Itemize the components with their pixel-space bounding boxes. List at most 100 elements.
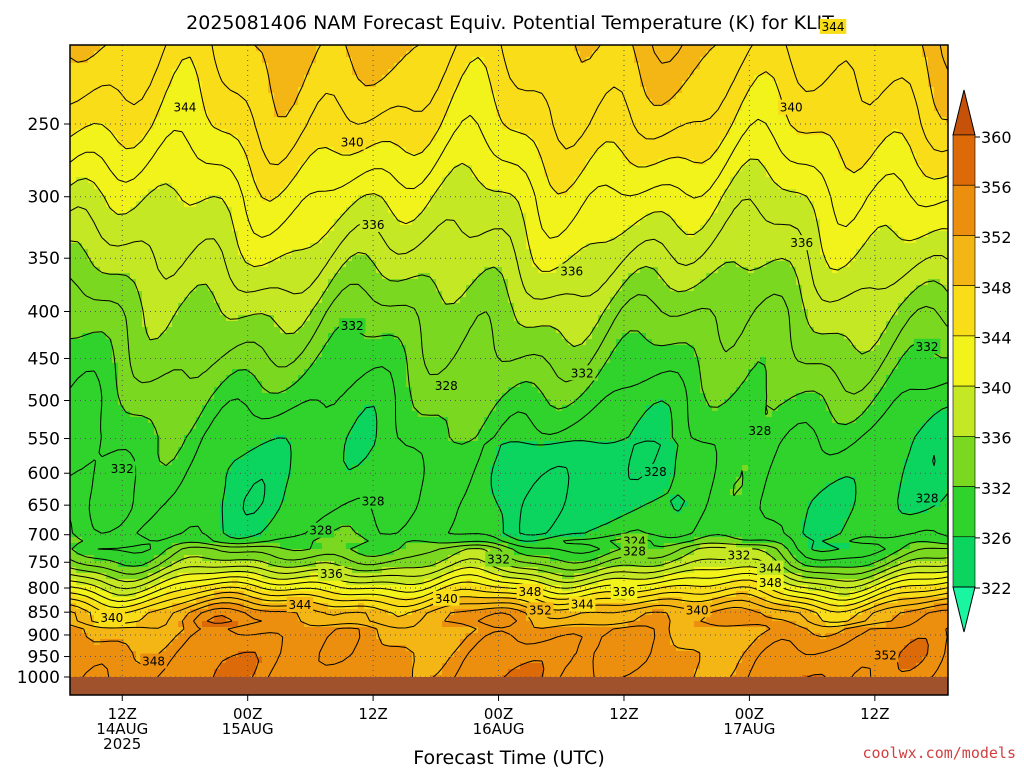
field-cell [766,153,773,160]
field-cell [490,81,497,88]
field-cell [316,141,323,148]
field-cell [814,195,821,202]
field-cell [646,123,653,130]
field-cell [904,129,911,136]
field-cell [742,195,749,202]
field-cell [922,135,929,142]
field-cell [364,177,371,184]
field-cell [304,99,311,106]
field-cell [748,135,755,142]
field-cell [652,111,659,118]
field-cell [274,243,281,250]
field-cell [160,213,167,220]
field-cell [418,153,425,160]
field-cell [874,171,881,178]
field-cell [784,57,791,64]
field-cell [802,105,809,112]
field-cell [382,123,389,130]
field-cell [148,99,155,106]
field-cell [946,93,948,100]
field-cell [886,189,893,196]
field-cell [442,243,449,250]
field-cell [886,63,893,70]
field-cell [736,243,743,250]
field-cell [196,129,203,136]
field-cell [472,165,479,172]
field-cell [562,51,569,58]
field-cell [430,213,437,220]
field-cell [220,231,227,238]
field-cell [622,51,629,58]
field-cell [946,231,948,238]
field-cell [928,117,935,124]
field-cell [70,243,77,250]
field-cell [550,45,557,52]
field-cell [178,159,185,166]
field-cell [154,57,161,64]
field-cell [820,243,827,250]
field-cell [334,135,341,142]
field-cell [676,93,683,100]
field-cell [394,219,401,226]
field-cell [838,237,845,244]
field-cell [424,189,431,196]
field-cell [274,153,281,160]
field-cell [502,195,509,202]
field-cell [808,93,815,100]
field-cell [190,189,197,196]
field-cell [880,159,887,166]
field-cell [598,105,605,112]
field-cell [832,189,839,196]
field-cell [292,45,299,52]
field-cell [550,129,557,136]
field-cell [196,75,203,82]
field-cell [706,219,713,226]
field-cell [868,171,875,178]
field-cell [784,69,791,76]
field-cell [286,105,293,112]
field-cell [502,213,509,220]
field-cell [742,81,749,88]
field-cell [640,81,647,88]
field-cell [610,189,617,196]
field-cell [76,159,83,166]
field-cell [178,135,185,142]
field-cell [76,213,83,220]
field-cell [568,237,575,244]
field-cell [436,171,443,178]
field-cell [154,105,161,112]
field-cell [760,219,767,226]
field-cell [292,81,299,88]
field-cell [118,81,125,88]
field-cell [640,237,647,244]
field-cell [454,147,461,154]
field-cell [802,75,809,82]
field-cell [676,105,683,112]
field-cell [526,201,533,208]
field-cell [88,153,95,160]
field-cell [472,63,479,70]
field-cell [904,99,911,106]
field-cell [586,123,593,130]
field-cell [844,63,851,70]
field-cell [142,81,149,88]
field-cell [574,177,581,184]
field-cell [802,57,809,64]
field-cell [778,123,785,130]
field-cell [130,159,137,166]
field-cell [850,225,857,232]
field-cell [484,105,491,112]
field-cell [82,177,89,184]
field-cell [346,81,353,88]
field-cell [700,177,707,184]
field-cell [568,195,575,202]
field-cell [718,243,725,250]
field-cell [826,159,833,166]
field-cell [784,147,791,154]
field-cell [148,231,155,238]
field-cell [718,45,725,52]
field-cell [88,231,95,238]
field-cell [640,99,647,106]
field-cell [358,195,365,202]
field-cell [748,219,755,226]
